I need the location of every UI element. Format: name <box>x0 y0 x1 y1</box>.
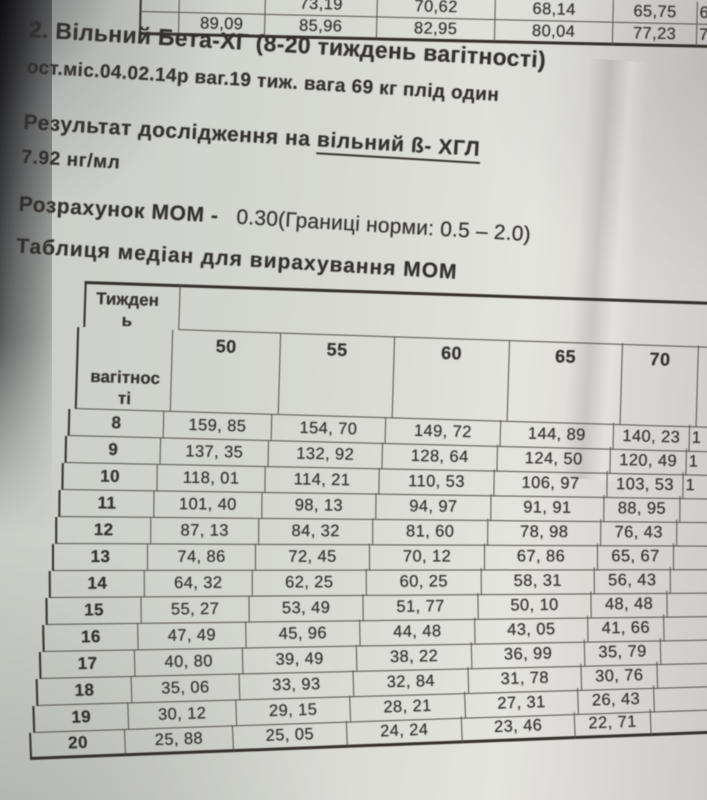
median-cell: 137, 35 <box>160 437 270 468</box>
week-cell: 11 <box>58 490 155 518</box>
weight-header-cell: 55 <box>278 333 396 419</box>
week-cell: 13 <box>51 543 149 571</box>
median-cell: 22, 71 <box>574 709 652 740</box>
paper-edge-shadow <box>0 0 52 560</box>
week-cell: 19 <box>32 702 130 733</box>
median-cell: 53, 49 <box>249 594 364 623</box>
median-cell: 114, 21 <box>265 465 380 495</box>
week-cell: 16 <box>42 623 139 652</box>
median-cell: 110, 53 <box>379 467 495 497</box>
median-cell: 118, 01 <box>157 464 266 493</box>
weight-header-cell: 65 <box>507 339 623 426</box>
mom-label: Розрахунок МОМ - <box>18 192 220 228</box>
median-cell: 62, 25 <box>252 568 367 597</box>
top-table-cell: 77,23 <box>612 22 698 48</box>
top-table-cell <box>139 0 180 13</box>
week-cell: 18 <box>35 676 133 706</box>
median-cell: 94, 97 <box>376 492 492 522</box>
week-cell: 15 <box>45 596 142 625</box>
top-table-cell: 68,14 <box>495 0 614 23</box>
week-header-spacer <box>74 327 174 412</box>
median-cell: 74, 86 <box>147 543 257 571</box>
weight-header-cell: 60 <box>392 336 511 422</box>
week-cell: 10 <box>61 463 158 492</box>
median-cell: 98, 13 <box>262 491 377 520</box>
median-cell: 70, 12 <box>369 543 486 571</box>
median-cell: 84, 32 <box>259 517 374 546</box>
median-cell: 78, 98 <box>488 518 602 547</box>
median-cell: 55, 27 <box>141 595 250 624</box>
mom-value: 0.30(Границі норми: 0.5 – 2.0) <box>235 205 532 247</box>
median-cell: 81, 60 <box>373 518 489 546</box>
median-cell: 60, 25 <box>366 568 482 596</box>
result-analyte-underlined: вільний ß- ХГЛ <box>316 128 481 164</box>
median-cell: 47, 49 <box>138 621 247 651</box>
report-text-block: 2. Вільний Бета-ХГ (8-20 тиждень вагітно… <box>15 14 707 300</box>
week-header-spacer <box>83 281 181 331</box>
cut-cell <box>650 706 707 737</box>
median-cell: 64, 32 <box>144 569 253 598</box>
week-cell: 8 <box>67 409 165 439</box>
week-cell: 9 <box>64 436 162 465</box>
top-table-cell: 65,75 <box>613 0 698 25</box>
result-prefix: Результат дослідження на <box>22 110 318 152</box>
week-cell: 14 <box>48 570 145 598</box>
median-table: Тижден ь вагітнос ті В50556065708159, 85… <box>29 281 707 760</box>
median-cell: 24, 24 <box>346 716 463 748</box>
week-cell: 17 <box>38 649 136 679</box>
week-cell: 20 <box>29 729 127 760</box>
cut-cell <box>696 345 707 430</box>
week-cell: 12 <box>55 517 152 545</box>
median-cell: 25, 05 <box>232 720 348 753</box>
median-cell: 40, 80 <box>134 647 244 677</box>
weight-header-cell: 70 <box>620 343 699 428</box>
top-table-cut-cell: 7 <box>696 24 707 50</box>
median-cell: 132, 92 <box>268 440 384 470</box>
top-table-cut-cell: 6 <box>697 1 707 27</box>
median-cell: 67, 86 <box>484 543 599 571</box>
weight-header-cell: 50 <box>170 329 282 416</box>
median-cell: 23, 46 <box>461 712 576 744</box>
median-cell: 25, 88 <box>125 725 234 757</box>
median-cell: 159, 85 <box>163 411 273 442</box>
median-cell: 87, 13 <box>151 517 260 545</box>
median-cell: 101, 40 <box>154 490 263 519</box>
median-cell: 72, 45 <box>255 543 371 571</box>
